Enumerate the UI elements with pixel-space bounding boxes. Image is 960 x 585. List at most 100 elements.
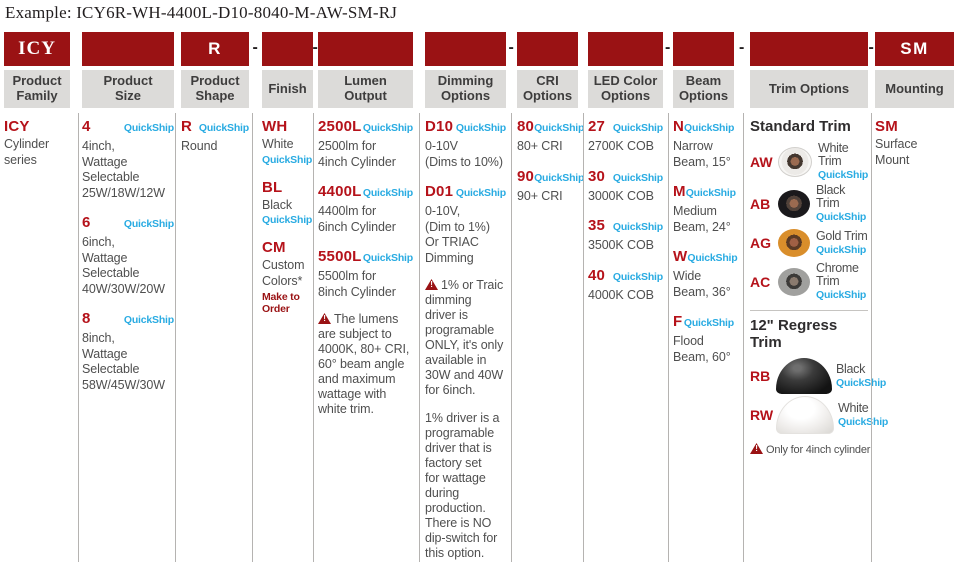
warning-note: ! 1% or Traic dimming driver is programab…: [425, 278, 504, 397]
section-divider: [750, 310, 868, 311]
option-code: 2500L: [318, 118, 362, 135]
option-head: N QuickShip: [673, 117, 734, 138]
option-item: ICY Cylinder series: [4, 117, 70, 168]
option-head: SM: [875, 117, 954, 136]
header-code-cell-led-color-options: [588, 32, 663, 66]
column-divider: [313, 113, 314, 562]
column-body: 80 QuickShip 80+ CRI 90 QuickShip 90+ CRI: [517, 108, 584, 204]
warning-note: ! The lumens are subject to 4000K, 80+ CR…: [318, 312, 410, 416]
option-head: M QuickShip: [673, 182, 736, 203]
option-code: D10: [425, 118, 454, 135]
option-code: W: [673, 248, 688, 265]
column-label: Lumen Output: [318, 70, 413, 108]
quickship-badge: QuickShip: [362, 252, 413, 264]
quickship-badge: QuickShip: [455, 187, 506, 199]
option-item: M QuickShip Medium Beam, 24°: [673, 182, 736, 235]
option-desc: 5500lm for 8inch Cylinder: [318, 269, 396, 299]
quickship-badge: QuickShip: [838, 415, 889, 428]
segment-dash: -: [868, 39, 874, 56]
option-item: 40 QuickShip 4000K COB: [588, 266, 663, 304]
option-code: 35: [588, 217, 606, 234]
option-code: 30: [588, 167, 606, 185]
option-head: 80 QuickShip: [517, 117, 584, 138]
example-code-line: Example: ICY6R-WH-4400L-D10-8040-M-AW-SM…: [5, 3, 398, 22]
quickship-badge: QuickShip: [612, 171, 663, 184]
trim-name: White Trim QuickShip: [818, 142, 868, 182]
option-desc: Round: [181, 139, 218, 153]
column-body: 27 QuickShip 2700K COB 30 QuickShip 3000K COB…: [588, 108, 663, 303]
column-product-size: Product Size 4 QuickShip 4inch, Wattage Sel…: [82, 32, 174, 405]
option-desc: Black: [262, 197, 293, 212]
quickship-badge: QuickShip: [685, 187, 736, 199]
trim-section-heading: Standard Trim: [750, 118, 851, 135]
trim-row: AB Black Trim QuickShip: [750, 184, 868, 224]
option-head: W QuickShip: [673, 247, 738, 268]
option-item: D10 QuickShip 0-10V (Dims to 10%): [425, 117, 506, 170]
option-item: 8 QuickShip 8inch, Wattage Selectable 58W/…: [82, 309, 174, 393]
quickship-badge: QuickShip: [362, 122, 413, 134]
option-code: AB: [750, 196, 771, 212]
option-item: 35 QuickShip 3500K COB: [588, 216, 663, 254]
header-code-cell-finish: [262, 32, 313, 66]
quickship-badge: QuickShip: [198, 122, 249, 134]
option-head: 35 QuickShip: [588, 216, 663, 237]
quickship-badge: QuickShip: [362, 187, 413, 199]
option-head: 4400L QuickShip: [318, 182, 413, 203]
info-note: 1% driver is a programable driver that i…: [425, 411, 500, 560]
option-head: 5500L QuickShip: [318, 247, 413, 268]
quickship-badge: QuickShip: [816, 211, 867, 223]
option-item: CM Custom Colors* Make to Order: [262, 238, 313, 315]
column-mounting: SM Mounting SM Surface Mount: [875, 32, 954, 180]
option-head: F QuickShip: [673, 312, 734, 333]
column-label: LED Color Options: [588, 70, 663, 108]
column-label: Product Shape: [181, 70, 249, 108]
option-item: F QuickShip Flood Beam, 60°: [673, 312, 734, 365]
option-desc: 3000K COB: [588, 188, 654, 203]
trim-row: AC Chrome Trim QuickShip: [750, 262, 868, 302]
option-item: 27 QuickShip 2700K COB: [588, 117, 663, 155]
option-code: SM: [875, 118, 898, 135]
option-head: D01 QuickShip: [425, 182, 506, 203]
chrome-trim-swatch: [778, 268, 810, 296]
option-code: D01: [425, 183, 454, 200]
column-trim-options: Trim Options Standard Trim AW White Trim Qui…: [750, 32, 888, 456]
column-divider: [419, 113, 420, 562]
option-code: AG: [750, 235, 771, 251]
column-lumen-output: Lumen Output 2500L QuickShip 2500lm for 4in…: [318, 32, 413, 430]
column-divider: [175, 113, 176, 562]
column-beam-options: Beam Options N QuickShip Narrow Beam, 15° M Q…: [673, 32, 738, 377]
option-code: M: [673, 183, 686, 200]
option-code: AC: [750, 274, 771, 290]
option-head: CM: [262, 238, 313, 257]
column-body: WH White QuickShip BL Black QuickShip CM Custom…: [262, 108, 313, 315]
option-head: ICY: [4, 117, 70, 136]
quickship-badge: QuickShip: [612, 270, 663, 283]
quickship-badge: QuickShip: [455, 122, 506, 134]
column-body: 4 QuickShip 4inch, Wattage Selectable 25W/…: [82, 108, 174, 393]
segment-dash: -: [739, 39, 745, 56]
quickship-badge: QuickShip: [836, 376, 887, 389]
column-finish: Finish WH White QuickShip BL Black QuickShip CM…: [262, 32, 313, 327]
option-code: 4: [82, 118, 91, 135]
option-code: BL: [262, 178, 283, 196]
quickship-badge: QuickShip: [534, 122, 585, 134]
column-divider: [668, 113, 669, 562]
column-body: D10 QuickShip 0-10V (Dims to 10%) D01 QuickS…: [425, 108, 506, 561]
trim-row: RB Black QuickShip: [750, 358, 886, 394]
white-trim-swatch: [778, 147, 812, 177]
option-head: 6 QuickShip: [82, 213, 174, 234]
column-body: N QuickShip Narrow Beam, 15° M QuickShip Medi…: [673, 108, 738, 365]
option-code: 80: [517, 118, 535, 135]
option-code: F: [673, 313, 683, 330]
option-item: SM Surface Mount: [875, 117, 954, 168]
option-item: 5500L QuickShip 5500lm for 8inch Cylinder: [318, 247, 413, 300]
option-head: 4 QuickShip: [82, 117, 174, 138]
black-swatch: [776, 358, 832, 394]
column-divider: [743, 113, 744, 562]
header-code: SM: [900, 39, 929, 58]
option-head: WH: [262, 117, 313, 136]
segment-dash: -: [508, 39, 514, 56]
header-code-cell-trim-options: [750, 32, 868, 66]
header-code-cell-dimming-options: [425, 32, 506, 66]
option-desc: Narrow Beam, 15°: [673, 139, 731, 169]
